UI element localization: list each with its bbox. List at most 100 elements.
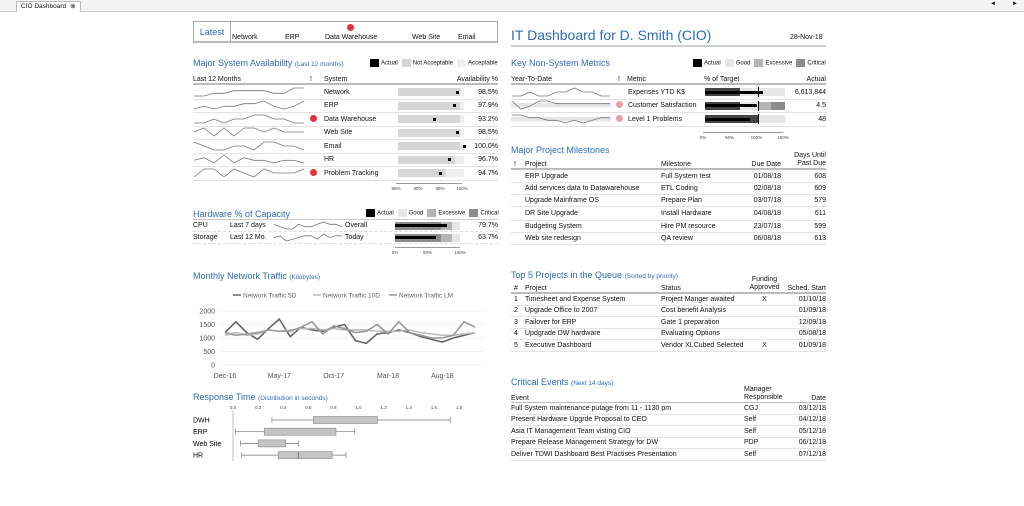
x-tick-label: 0.2: [255, 405, 262, 410]
table-row[interactable]: 5 Executive Dashboard Vendor XLCubed Selec…: [511, 340, 826, 352]
table-row[interactable]: Web site redesign QA review 06/08/18 613: [511, 233, 826, 245]
table-row[interactable]: Storage Last 12 Mo. Today 63.7%: [193, 232, 498, 244]
latest-system[interactable]: Email: [458, 34, 476, 41]
alert-dot-icon: [310, 168, 317, 176]
legend-item: Actual: [366, 209, 394, 217]
table-row[interactable]: Asia IT Management Team visting CIO Self 0…: [511, 426, 826, 438]
availability-bullet-bar: [398, 128, 464, 137]
report-date: 28-Nov-18: [790, 34, 823, 41]
table-row[interactable]: Network 98.5%: [193, 86, 498, 100]
title-divider: [511, 45, 826, 47]
hardware-legend: Actual Good Excessive Critical: [366, 209, 499, 217]
close-tab-icon[interactable]: ⊗: [70, 3, 76, 10]
latest-system[interactable]: Data Warehouse: [325, 34, 378, 41]
x-tick-label: 0.0: [230, 405, 237, 410]
table-row[interactable]: CPU Last 7 days Overall 79.7%: [193, 220, 498, 232]
latest-system[interactable]: ERP: [285, 34, 300, 41]
y-tick-label: 0: [211, 363, 215, 370]
y-tick-label: 1500: [199, 322, 215, 329]
table-row[interactable]: 4 Updgrade DW hardware Evaluating Options 0…: [511, 329, 826, 340]
table-row[interactable]: Upgrade Mainframe OS Prepare Plan 03/07/18…: [511, 195, 826, 207]
page-title: IT Dashboard for D. Smith (CIO): [511, 27, 712, 43]
legend-item: Critical: [469, 209, 499, 217]
table-row[interactable]: Email 100.0%: [193, 140, 498, 154]
availability-bullet-bar: [398, 142, 466, 151]
metrics-axis: 0% 50% 100% 150%: [700, 132, 789, 142]
row-label: HR: [193, 453, 203, 460]
sparkline: [193, 100, 305, 110]
sparkline: [511, 100, 611, 110]
row-label: DWH: [193, 418, 210, 425]
x-tick-label: 1.4: [406, 405, 413, 410]
table-row[interactable]: Web Site 98.5%: [193, 127, 498, 140]
x-tick-label: Dec-16: [214, 373, 237, 380]
tab-label: CIO Dashboard: [21, 3, 67, 10]
metrics-legend: Actual Good Excessive Critical: [693, 59, 826, 67]
actual-marker: [455, 131, 459, 135]
legend-item: Critical: [796, 59, 826, 67]
table-row[interactable]: Level 1 Problems 48: [511, 113, 826, 127]
legend-label: Network Traffic 5D: [243, 293, 297, 300]
sparkline: [273, 233, 342, 241]
box-plot-erp: [235, 427, 356, 436]
sparkline: [193, 154, 305, 164]
network-traffic-chart: 0 500 1000 1500 2000 Dec-16 May-17 Oct-17 Mar-18…: [199, 293, 483, 380]
metrics-header: Year-To-Date! Metric% of Target Actual: [511, 76, 826, 85]
table-row[interactable]: ERP 97.9%: [193, 100, 498, 113]
latest-system[interactable]: Web Site: [412, 34, 441, 41]
hardware-title: Hardware % of Capacity: [193, 209, 291, 219]
table-row[interactable]: Prepare Release Management Strategy for …: [511, 438, 826, 449]
events-header: Event Manager Responsible Date: [511, 386, 826, 403]
sparkline: [193, 127, 304, 137]
actual-marker: [432, 117, 436, 121]
box-plot-dwh: [271, 416, 451, 424]
table-row[interactable]: HR 96.7%: [193, 154, 498, 167]
table-row[interactable]: Add services data to Datawarehouse ETL Co…: [511, 183, 826, 195]
legend-item: Not Acceptable: [401, 59, 453, 67]
actual-marker: [439, 171, 443, 175]
table-row[interactable]: Problem Tracking 94.7%: [193, 167, 498, 181]
table-row[interactable]: DR Site Upgrade Install Hardware 04/08/18 6…: [511, 207, 826, 221]
alert-dot-icon: [347, 24, 354, 31]
table-row[interactable]: Deliver TDWI Dashboard Best Practises Pr…: [511, 449, 826, 461]
tab-cio-dashboard[interactable]: CIO Dashboard ⊗: [16, 1, 81, 12]
table-row[interactable]: Customer Satisfaction 4.5: [511, 100, 826, 113]
latest-system[interactable]: Network: [232, 34, 258, 41]
axis-tick: 0%: [391, 250, 399, 255]
table-row[interactable]: Present Hardware Upgrde Proposal to CEO S…: [511, 415, 826, 426]
axis-tick: 100%: [750, 135, 763, 140]
actual-marker: [447, 158, 451, 162]
sparkline: [193, 168, 305, 178]
queue-title: Top 5 Projects in the Queue (Sorted by p…: [511, 270, 679, 280]
table-row[interactable]: ERP Upgrade Full System test 01/08/18 608: [511, 171, 826, 183]
response-time-chart: 0.0 0.2 0.4 0.6 0.8 1.0 1.2 1.4 1.6 1.8 DWH ERP We…: [193, 405, 463, 461]
milestones-table: ERP Upgrade Full System test 01/08/18 608 Ad…: [511, 171, 826, 245]
x-tick-label: 0.6: [305, 405, 312, 410]
warning-dot-icon: [616, 101, 623, 109]
row-label: Web Site: [193, 441, 221, 448]
table-row[interactable]: 2 Upgrade Office to 2007 Cost benefit Anal…: [511, 306, 826, 317]
axis-tick: 90%: [413, 186, 423, 191]
x-tick-label: Aug-18: [431, 373, 454, 380]
box-plot-hr: [241, 451, 347, 459]
box-plot-web-site: [240, 439, 299, 448]
scroll-right-icon[interactable]: ►: [1012, 1, 1018, 7]
hardware-table: CPU Last 7 days Overall 79.7% Storage Last…: [193, 220, 498, 244]
series-line: [224, 320, 476, 339]
events-table: Full System maintenance putage from 11 -…: [511, 403, 826, 461]
table-row[interactable]: Full System maintenance putage from 11 -…: [511, 403, 826, 415]
axis-tick: 50%: [725, 135, 735, 140]
x-tick-label: Oct-17: [323, 373, 344, 380]
availability-legend: Actual Not Acceptable Acceptable: [370, 59, 498, 67]
y-tick-label: 2000: [199, 309, 215, 316]
axis-tick: 50%: [422, 250, 433, 255]
target-bullet-bar: [705, 114, 785, 125]
table-row[interactable]: Expenses YTD K$ 6,613,844: [511, 86, 826, 100]
table-row[interactable]: Data Warehouse 93.2%: [193, 113, 498, 127]
metrics-title: Key Non-System Metrics: [511, 58, 611, 68]
scroll-left-icon[interactable]: ◄: [990, 1, 996, 7]
table-row[interactable]: Budgeting System Hire PM resource 23/07/18…: [511, 221, 826, 233]
table-row[interactable]: 1 Timesheet and Expense System Project Man…: [511, 294, 826, 306]
table-row[interactable]: 3 Failover for ERP Gate 1 preparation 12/09…: [511, 317, 826, 329]
queue-header: # Project Status Funding Approved Sched. Sta…: [511, 276, 826, 294]
